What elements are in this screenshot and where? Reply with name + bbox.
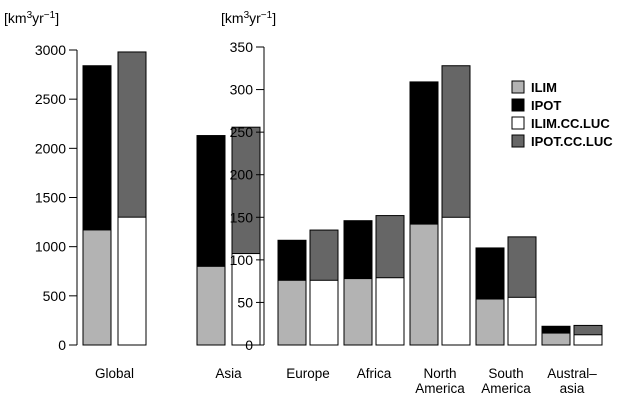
legend-swatch [511, 80, 525, 94]
bar-ilim-cc-luc [117, 216, 147, 346]
bar-ilim-cc-luc [231, 253, 261, 346]
category-label: Africa [357, 366, 392, 381]
unit-part: yr [32, 10, 44, 26]
bar-ilim [475, 298, 505, 346]
legend-swatch [511, 98, 525, 112]
y-tick-label: 0 [58, 337, 66, 353]
unit-part: [km [221, 10, 244, 26]
category-label: America [415, 381, 465, 396]
bar-ilim [409, 223, 439, 346]
category-label: Europe [286, 366, 330, 381]
category-label: South [488, 366, 523, 381]
bar-ilim [541, 332, 571, 346]
category-label: America [481, 381, 531, 396]
bar-ilim [82, 229, 112, 346]
legend-label: IPOT.CC.LUC [531, 134, 613, 149]
bar-ilim-cc-luc [309, 279, 339, 346]
y-tick-label: 200 [230, 167, 254, 183]
legend-label: ILIM [531, 80, 557, 95]
category-label: North [423, 366, 456, 381]
y-tick-label: 100 [230, 252, 254, 268]
legend-swatch [511, 134, 525, 148]
y-tick-label: 150 [230, 209, 254, 225]
y-tick-label: 2500 [35, 91, 66, 107]
y-tick-label: 350 [230, 39, 254, 55]
unit-part: [km [4, 10, 27, 26]
legend-label: IPOT [531, 98, 561, 113]
bar-ilim-cc-luc [375, 277, 405, 346]
y-tick-label: 1500 [35, 190, 66, 206]
y-tick-label: 3000 [35, 42, 66, 58]
y-axis-unit-label: [km3yr−1] [4, 10, 59, 27]
bar-ilim-cc-luc [441, 216, 471, 346]
unit-part: 3 [244, 10, 250, 21]
y-tick-label: 50 [237, 294, 253, 310]
legend: ILIM IPOT ILIM.CC.LUC IPOT.CC.LUC [511, 80, 613, 149]
bar-ilim [196, 265, 226, 346]
y-axis-unit-label: [km3yr−1] [221, 10, 276, 27]
unit-part: −1 [261, 10, 273, 21]
unit-part: yr [249, 10, 261, 26]
unit-part: −1 [44, 10, 56, 21]
unit-part: ] [55, 10, 59, 26]
bar-ilim-cc-luc [507, 296, 537, 346]
y-tick-label: 250 [230, 124, 254, 140]
y-tick-label: 300 [230, 82, 254, 98]
unit-part: 3 [27, 10, 33, 21]
unit-part: ] [272, 10, 276, 26]
chart-panel-2: [km3yr−1] 0 50 100 150 200 250 300 350 Europe Afri… [221, 10, 613, 397]
category-label: Asia [215, 366, 242, 381]
y-tick-label: 2000 [35, 140, 66, 156]
category-label: Austral– [547, 366, 597, 381]
category-label: asia [560, 381, 585, 396]
legend-label: ILIM.CC.LUC [531, 116, 610, 131]
category-label: Global [95, 366, 134, 381]
bar-ilim [277, 279, 307, 346]
y-tick-label: 1000 [35, 239, 66, 255]
bar-ilim-cc-luc [573, 334, 603, 346]
y-tick-label: 0 [245, 337, 253, 353]
legend-swatch [511, 116, 525, 130]
bar-ilim [343, 278, 373, 346]
y-tick-label: 500 [43, 288, 67, 304]
